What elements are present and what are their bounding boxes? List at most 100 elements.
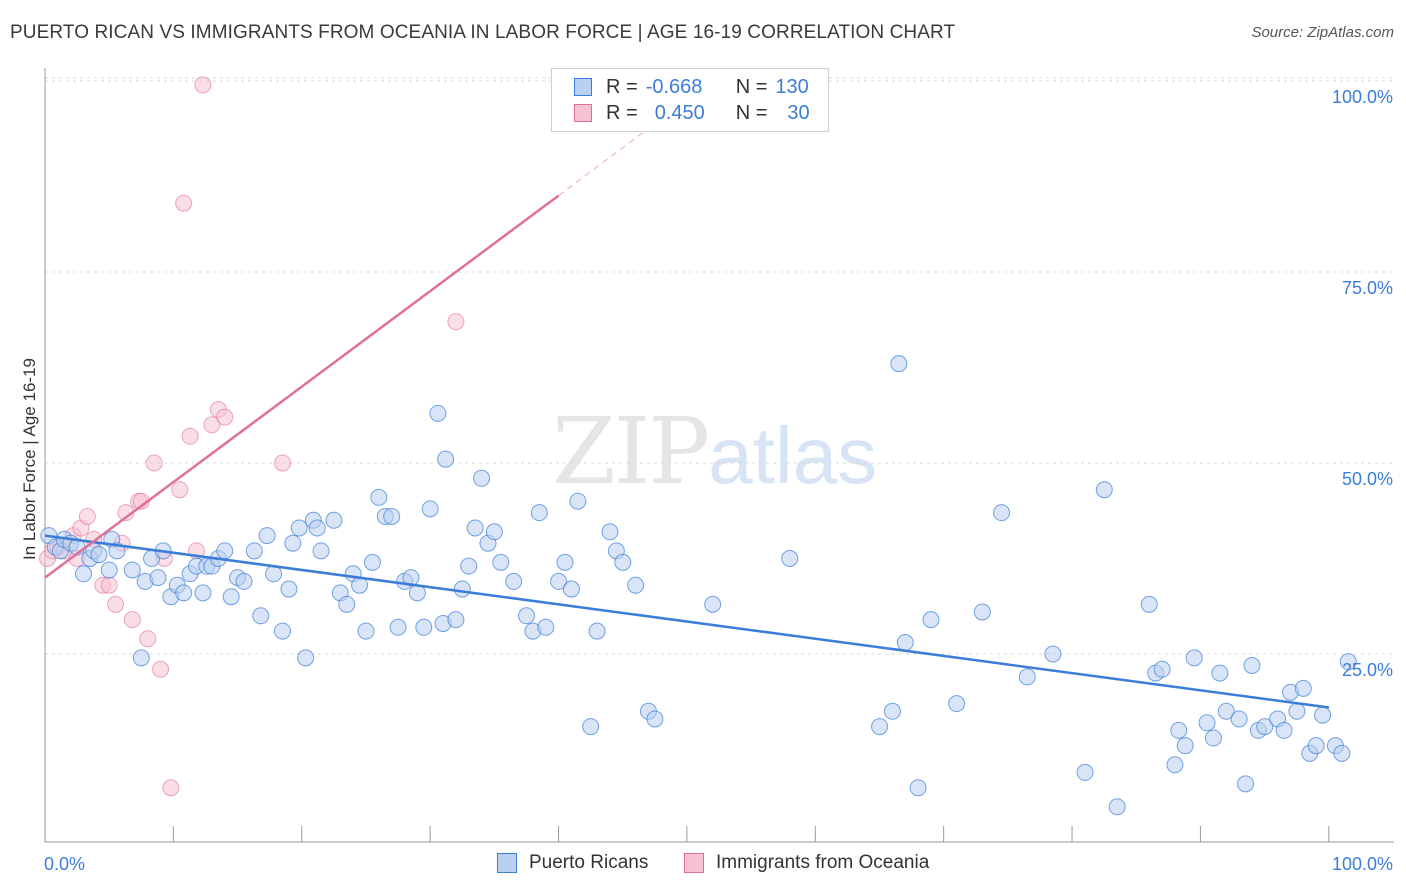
watermark: ZIPatlas <box>552 398 877 505</box>
series-swatch-pink <box>684 853 704 873</box>
legend-r-label: R = <box>606 75 638 98</box>
data-point-puerto-rican <box>582 718 600 736</box>
data-point-puerto-rican <box>781 550 799 567</box>
data-point-puerto-rican <box>421 500 439 518</box>
data-point-puerto-rican <box>537 618 555 636</box>
data-point-puerto-rican <box>1333 744 1351 762</box>
legend-swatch-blue <box>574 78 592 96</box>
data-point-puerto-rican <box>363 553 381 571</box>
data-point-puerto-rican <box>235 572 253 590</box>
data-point-puerto-rican <box>274 622 292 640</box>
data-point-puerto-rican <box>871 718 889 736</box>
data-point-puerto-rican <box>222 588 240 606</box>
data-point-puerto-rican <box>194 584 212 602</box>
data-point-puerto-rican <box>505 572 523 590</box>
data-point-puerto-rican <box>485 523 503 541</box>
legend-r-label-2: R = <box>606 101 638 124</box>
data-point-puerto-rican <box>1256 718 1274 736</box>
data-point-puerto-rican <box>1294 679 1312 697</box>
data-point-puerto-rican <box>175 584 193 602</box>
data-point-puerto-rican <box>562 580 580 598</box>
data-point-oceania <box>145 454 163 472</box>
data-point-puerto-rican <box>556 553 574 571</box>
data-point-puerto-rican <box>1288 702 1306 720</box>
data-point-puerto-rican <box>338 595 356 613</box>
data-point-puerto-rican <box>1153 660 1171 678</box>
data-point-puerto-rican <box>973 603 991 621</box>
trendline-puerto-ricans <box>44 534 1330 709</box>
data-point-oceania <box>181 427 199 445</box>
data-point-puerto-rican <box>518 607 535 625</box>
watermark-atlas: atlas <box>708 411 878 500</box>
data-point-puerto-rican <box>569 492 587 510</box>
data-point-puerto-rican <box>1314 706 1332 724</box>
series-legend: Puerto Ricans Immigrants from Oceania <box>0 852 1406 878</box>
data-point-puerto-rican <box>297 649 315 667</box>
source-label: Source: ZipAtlas.com <box>1251 24 1394 41</box>
data-point-puerto-rican <box>1307 737 1325 755</box>
data-point-puerto-rican <box>473 469 491 487</box>
legend-n-label: N = <box>735 75 768 98</box>
data-point-oceania <box>447 313 465 331</box>
data-point-puerto-rican <box>1166 756 1184 774</box>
data-point-puerto-rican <box>312 542 330 560</box>
trendline-oceania <box>44 194 560 579</box>
data-point-puerto-rican <box>389 618 407 636</box>
series-label-oceania: Immigrants from Oceania <box>716 852 930 873</box>
data-point-oceania <box>100 576 118 594</box>
x-tick-label-min: 0.0% <box>44 854 85 874</box>
data-point-puerto-rican <box>1230 710 1248 728</box>
data-point-puerto-rican <box>1076 763 1094 781</box>
data-point-puerto-rican <box>90 546 108 564</box>
axis-layer <box>44 68 1394 843</box>
trendline-oceania-extension <box>558 127 649 197</box>
data-point-puerto-rican <box>627 576 645 594</box>
series-swatch-blue <box>497 853 517 873</box>
data-point-puerto-rican <box>550 572 568 590</box>
y-tick-label: 100.0% <box>1332 87 1393 107</box>
data-point-puerto-rican <box>466 519 484 537</box>
trend-layer <box>44 127 1330 709</box>
data-point-puerto-rican <box>1095 481 1113 499</box>
series-legend-oceania[interactable]: Immigrants from Oceania <box>684 852 929 874</box>
legend-r-value-1: -0.668 <box>645 75 703 98</box>
data-point-oceania <box>194 76 212 94</box>
data-point-puerto-rican <box>258 527 276 545</box>
series-legend-puerto-ricans[interactable]: Puerto Ricans <box>497 852 648 874</box>
data-point-oceania <box>203 416 221 434</box>
data-point-puerto-rican <box>601 523 619 541</box>
data-point-puerto-rican <box>383 507 401 525</box>
data-point-puerto-rican <box>245 542 263 560</box>
data-point-puerto-rican <box>1018 668 1036 686</box>
data-point-puerto-rican <box>646 710 664 728</box>
data-point-puerto-rican <box>357 622 375 640</box>
data-point-puerto-rican <box>437 450 455 468</box>
data-point-puerto-rican <box>1044 645 1062 663</box>
data-point-puerto-rican <box>1339 653 1357 671</box>
data-point-oceania <box>139 630 157 648</box>
correlation-legend: R = -0.668 N = 130 R = 0.450 N = 30 <box>551 68 829 132</box>
data-point-puerto-rican <box>890 355 908 373</box>
data-point-puerto-rican <box>922 611 940 629</box>
label-layer: 25.0% 50.0% 75.0% 100.0% 0.0% 100.0% <box>44 87 1393 874</box>
legend-n-value-1: 130 <box>775 75 809 98</box>
watermark-zip: ZIP <box>552 398 710 505</box>
data-point-oceania <box>171 481 189 499</box>
data-point-puerto-rican <box>308 519 326 537</box>
data-point-puerto-rican <box>993 504 1011 522</box>
data-point-puerto-rican <box>1243 656 1261 674</box>
data-point-puerto-rican <box>370 488 388 506</box>
data-point-puerto-rican <box>325 511 343 529</box>
data-point-puerto-rican <box>1211 664 1229 682</box>
y-tick-label: 75.0% <box>1342 278 1393 298</box>
y-tick-label: 25.0% <box>1342 660 1393 680</box>
legend-row-oceania: R = 0.450 N = 30 <box>574 101 810 125</box>
data-point-puerto-rican <box>290 519 308 537</box>
grid-layer <box>45 77 1394 655</box>
data-point-oceania <box>152 660 170 678</box>
data-point-puerto-rican <box>883 702 901 720</box>
data-point-puerto-rican <box>123 561 141 579</box>
data-point-puerto-rican <box>447 611 465 629</box>
data-point-puerto-rican <box>896 634 914 652</box>
